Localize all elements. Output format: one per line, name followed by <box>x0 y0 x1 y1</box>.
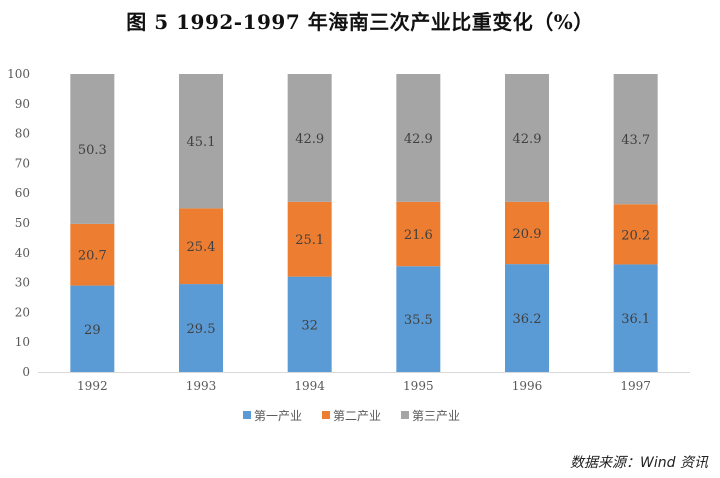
x-tick-label: 1994 <box>294 379 325 393</box>
data-label: 42.9 <box>513 132 542 147</box>
bar-1992-series-1 <box>70 285 115 372</box>
bar-1997-series-3 <box>613 74 658 205</box>
bar-1996-series-3 <box>505 74 549 202</box>
y-tick-label: 60 <box>15 186 30 200</box>
x-tick-label: 1997 <box>620 379 651 393</box>
y-tick-label: 10 <box>15 335 30 349</box>
data-label: 42.9 <box>295 132 324 147</box>
legend-label: 第二产业 <box>333 409 381 423</box>
data-label: 25.1 <box>295 233 324 248</box>
y-tick-label: 40 <box>15 246 30 260</box>
bar-1995-series-2 <box>396 201 441 267</box>
y-tick-label: 70 <box>15 156 30 170</box>
bar-1993-series-1 <box>179 284 223 372</box>
x-tick-label: 1993 <box>186 379 217 393</box>
bar-1994-series-3 <box>287 74 332 202</box>
data-label: 21.6 <box>404 228 433 243</box>
bar-1993-series-2 <box>179 208 223 285</box>
y-tick-label: 90 <box>15 97 30 111</box>
bar-1997-series-1 <box>613 264 658 372</box>
data-label: 35.5 <box>404 313 433 328</box>
data-label: 20.2 <box>621 228 650 243</box>
data-label: 32 <box>301 318 318 333</box>
data-label: 29.5 <box>187 322 216 337</box>
legend-swatch <box>243 411 251 419</box>
y-tick-label: 80 <box>15 127 30 141</box>
legend-label: 第一产业 <box>254 409 302 423</box>
data-label: 36.2 <box>513 312 542 327</box>
data-label: 42.9 <box>404 132 433 147</box>
bar-1996-series-1 <box>505 264 549 372</box>
bar-1995-series-1 <box>396 266 441 372</box>
data-label: 29 <box>84 323 101 338</box>
bar-1995-series-3 <box>396 74 441 202</box>
legend-label: 第三产业 <box>412 409 460 423</box>
y-tick-label: 0 <box>22 365 30 379</box>
legend-swatch <box>322 411 330 419</box>
bar-1993-series-3 <box>179 74 223 209</box>
y-tick-label: 50 <box>15 216 30 230</box>
chart-title: 图 5 1992-1997 年海南三次产业比重变化（%） <box>126 10 594 34</box>
bar-1994-series-1 <box>287 276 332 372</box>
bar-1992-series-3 <box>70 74 115 224</box>
bar-1997-series-2 <box>613 204 658 265</box>
source-note: 数据来源：Wind 资讯 <box>570 455 708 471</box>
data-label: 20.9 <box>513 227 542 242</box>
y-tick-label: 30 <box>15 276 30 290</box>
y-tick-label: 100 <box>7 67 30 81</box>
data-label: 43.7 <box>621 133 650 148</box>
data-label: 25.4 <box>187 240 216 255</box>
legend-swatch <box>401 411 409 419</box>
data-label: 36.1 <box>621 312 650 327</box>
data-label: 20.7 <box>78 249 107 264</box>
bar-1994-series-2 <box>287 201 332 277</box>
bar-1996-series-2 <box>505 201 549 265</box>
x-tick-label: 1996 <box>512 379 543 393</box>
x-tick-label: 1995 <box>403 379 434 393</box>
y-tick-label: 20 <box>15 305 30 319</box>
data-label: 45.1 <box>187 135 216 150</box>
bar-1992-series-2 <box>70 223 115 286</box>
x-tick-label: 1992 <box>77 379 108 393</box>
data-label: 50.3 <box>78 143 107 158</box>
